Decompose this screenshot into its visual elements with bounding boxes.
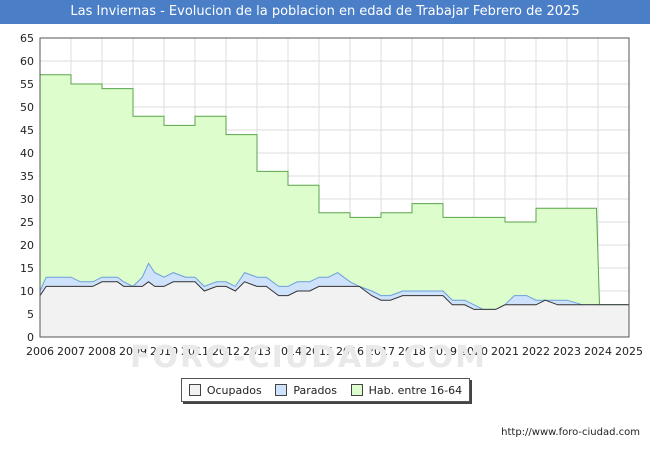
x-tick-label: 2014 bbox=[274, 345, 302, 358]
y-tick-label: 60 bbox=[20, 55, 34, 68]
legend-item-habitantes: Hab. entre 16-64 bbox=[350, 383, 463, 397]
y-tick-label: 30 bbox=[20, 193, 34, 206]
ocupados-area bbox=[40, 281, 629, 337]
x-tick-label: 2021 bbox=[491, 345, 519, 358]
legend-label-habitantes: Hab. entre 16-64 bbox=[368, 383, 463, 397]
series-areas bbox=[39, 74, 629, 338]
y-tick-label: 5 bbox=[27, 308, 34, 321]
y-axis-ticks: 0 5 10 15 20 25 30 35 40 45 50 55 60 65 bbox=[20, 32, 34, 344]
legend-item-ocupados: Ocupados bbox=[188, 383, 262, 397]
source-url: http://www.foro-ciudad.com bbox=[501, 427, 640, 438]
y-tick-label: 40 bbox=[20, 147, 34, 160]
x-tick-label: 2006 bbox=[26, 345, 54, 358]
habitantes-line bbox=[40, 74, 629, 306]
x-tick-label: 2023 bbox=[553, 345, 581, 358]
plot-frame bbox=[39, 37, 630, 338]
legend-item-parados: Parados bbox=[275, 384, 337, 397]
legend: Ocupados Parados Hab. entre 16-64 bbox=[181, 378, 470, 402]
x-tick-label: 2024 bbox=[584, 345, 612, 358]
x-tick-label: 2016 bbox=[336, 345, 364, 358]
x-tick-label: 2010 bbox=[150, 345, 178, 358]
x-axis-ticks: 2006 2007 2008 2009 2010 2011 2012 2013 2014 2015… bbox=[26, 345, 643, 358]
y-tick-label: 65 bbox=[20, 32, 34, 45]
x-tick-label: 2022 bbox=[522, 345, 550, 358]
x-tick-label: 2009 bbox=[119, 345, 147, 358]
x-tick-label: 2007 bbox=[57, 345, 85, 358]
x-tick-label: 2015 bbox=[305, 345, 333, 358]
ocupados-line bbox=[39, 281, 629, 310]
chart-title: Las Inviernas - Evolucion de la poblacio… bbox=[0, 0, 650, 24]
y-tick-label: 50 bbox=[20, 101, 34, 114]
habitantes-swatch bbox=[350, 384, 363, 396]
x-tick-label: 2020 bbox=[460, 345, 488, 358]
y-tick-label: 25 bbox=[20, 216, 34, 229]
x-tick-label: 2012 bbox=[212, 345, 240, 358]
x-tick-label: 2019 bbox=[429, 345, 457, 358]
y-tick-label: 55 bbox=[20, 78, 34, 91]
x-tick-label: 2013 bbox=[243, 345, 271, 358]
x-tick-label: 2008 bbox=[88, 345, 116, 358]
y-tick-label: 0 bbox=[27, 331, 34, 344]
legend-label-parados: Parados bbox=[293, 383, 337, 397]
parados-swatch bbox=[275, 384, 288, 396]
x-tick-label: 2017 bbox=[367, 345, 395, 358]
habitantes-area bbox=[40, 74, 629, 338]
x-tick-label: 2018 bbox=[398, 345, 426, 358]
ocupados-swatch bbox=[188, 384, 201, 396]
legend-label-ocupados: Ocupados bbox=[206, 383, 262, 397]
x-tick-label: 2011 bbox=[181, 345, 209, 358]
y-tick-label: 10 bbox=[20, 285, 34, 298]
y-tick-label: 15 bbox=[20, 262, 34, 275]
watermark: FORO-CIUDAD.COM bbox=[130, 340, 487, 375]
y-tick-label: 45 bbox=[20, 124, 34, 137]
x-tick-label: 2025 bbox=[615, 345, 643, 358]
y-tick-label: 20 bbox=[20, 239, 34, 252]
y-tick-label: 35 bbox=[20, 170, 34, 183]
